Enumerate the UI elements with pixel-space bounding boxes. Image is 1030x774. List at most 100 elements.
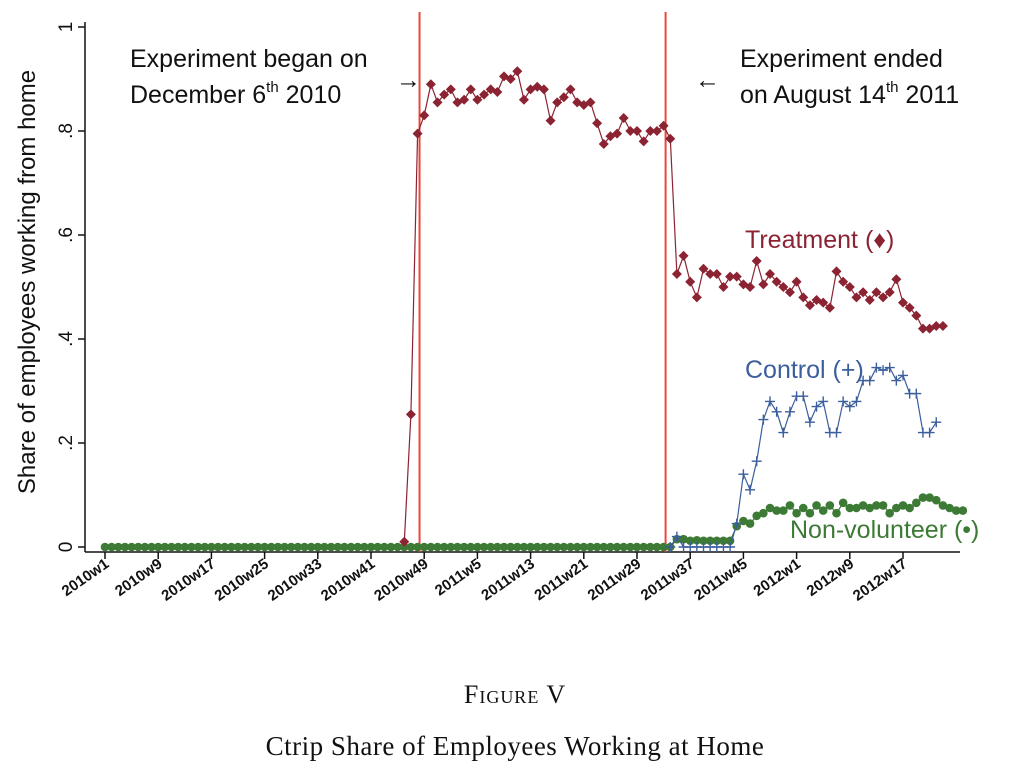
- data-point: [486, 542, 496, 552]
- data-point: [625, 126, 636, 136]
- data-point: [931, 495, 941, 505]
- data-point: [765, 269, 775, 279]
- data-point: [479, 542, 489, 552]
- data-point: [878, 365, 889, 376]
- data-point: [851, 396, 862, 407]
- data-point: [878, 501, 888, 510]
- data-point: [479, 89, 490, 100]
- data-point: [412, 128, 423, 139]
- data-point: [493, 542, 502, 552]
- data-point: [419, 542, 429, 552]
- data-point: [459, 94, 470, 105]
- data-point: [911, 388, 922, 399]
- data-point: [465, 84, 476, 95]
- data-point: [432, 97, 443, 108]
- data-point: [798, 503, 808, 513]
- data-point: [871, 362, 882, 373]
- data-point: [140, 542, 150, 552]
- data-point: [711, 269, 722, 279]
- data-point: [612, 128, 623, 139]
- data-point: [505, 74, 516, 84]
- data-point: [725, 542, 736, 552]
- data-point: [532, 542, 542, 552]
- y-tick-label: .6: [56, 227, 77, 243]
- data-point: [651, 126, 662, 136]
- x-tick-label: 2010w49: [371, 555, 431, 604]
- axes: [84, 22, 960, 553]
- data-point: [180, 542, 190, 552]
- data-point: [785, 501, 795, 510]
- data-point: [518, 94, 529, 105]
- data-point: [639, 542, 648, 552]
- data-point: [665, 542, 676, 552]
- data-point: [253, 542, 263, 552]
- data-point: [792, 508, 801, 518]
- data-point: [127, 542, 136, 552]
- figure-caption: Ctrip Share of Employees Working at Home: [265, 731, 765, 761]
- data-point: [286, 542, 296, 552]
- data-point: [373, 542, 382, 552]
- data-point: [784, 287, 795, 298]
- data-point: [167, 542, 176, 552]
- data-point: [340, 542, 349, 552]
- data-point: [320, 542, 329, 552]
- data-point: [120, 542, 130, 552]
- data-point: [759, 508, 768, 518]
- series-layer: [100, 66, 968, 552]
- annotation-experiment-began: Experiment began on December 6th 2010 →: [130, 45, 421, 109]
- data-point: [898, 370, 908, 381]
- data-point: [220, 542, 229, 552]
- data-point: [838, 396, 849, 407]
- data-point: [898, 297, 908, 308]
- data-point: [731, 271, 742, 282]
- data-point: [519, 542, 529, 552]
- annotation-ended-line1: Experiment ended: [740, 45, 943, 73]
- data-point: [698, 263, 709, 274]
- data-point: [638, 136, 649, 147]
- data-point: [818, 396, 829, 407]
- data-point: [566, 542, 575, 552]
- data-point: [632, 126, 642, 136]
- data-point: [200, 542, 210, 552]
- data-point: [725, 271, 736, 282]
- data-point: [585, 97, 596, 108]
- y-tick-label: 1: [56, 22, 77, 33]
- series-line: [403, 69, 943, 542]
- data-point: [958, 506, 968, 515]
- data-point: [751, 256, 762, 266]
- data-point: [572, 542, 582, 552]
- data-point: [771, 276, 782, 287]
- data-point: [632, 542, 642, 552]
- data-point: [671, 531, 682, 542]
- data-point: [353, 542, 363, 552]
- data-point: [805, 508, 815, 518]
- data-point: [917, 323, 928, 334]
- data-point: [945, 503, 954, 513]
- data-point: [778, 282, 789, 292]
- data-point: [719, 536, 728, 546]
- data-point: [247, 542, 256, 552]
- x-tick-label: 2012w9: [804, 555, 857, 600]
- data-point: [413, 542, 422, 552]
- data-point: [173, 542, 183, 552]
- data-point: [147, 542, 156, 552]
- data-point: [858, 501, 868, 510]
- data-point: [745, 484, 756, 495]
- x-tick-label: 2011w5: [432, 555, 485, 599]
- data-point: [872, 501, 881, 510]
- x-ticks: 2010w1 2010w92010w172010w252010w332010w41…: [59, 552, 910, 605]
- data-point: [645, 126, 656, 136]
- data-point: [804, 417, 815, 428]
- data-point: [466, 542, 476, 552]
- data-point: [439, 542, 449, 552]
- y-tick-label: 0: [56, 542, 77, 553]
- y-tick-label: .2: [56, 435, 77, 451]
- arrow-right-icon: →: [396, 66, 421, 94]
- data-point: [160, 542, 170, 552]
- data-point: [852, 503, 861, 513]
- data-point: [306, 542, 316, 552]
- data-point: [659, 542, 668, 552]
- data-point: [552, 97, 563, 108]
- data-point: [931, 417, 942, 428]
- data-point: [752, 511, 761, 521]
